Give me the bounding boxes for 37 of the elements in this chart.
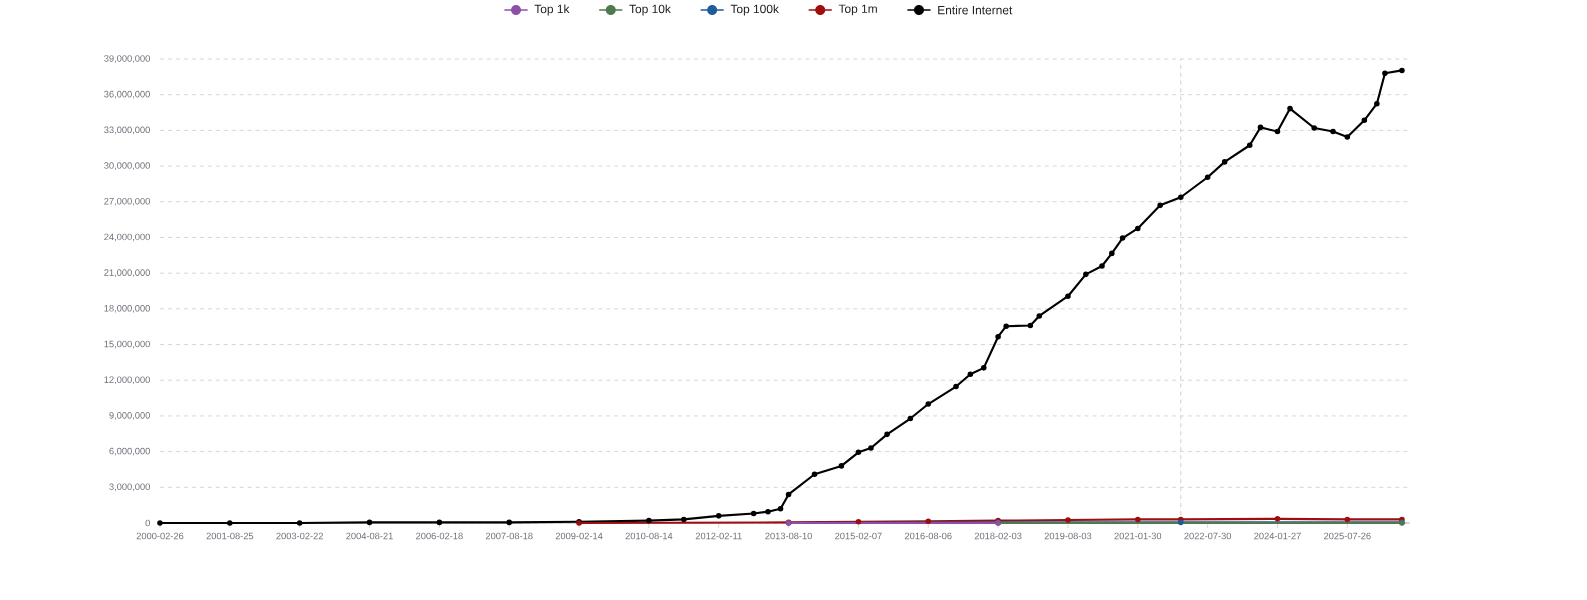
x-tick-label: 2003-02-22	[276, 532, 323, 540]
y-tick-label: 0	[145, 519, 150, 527]
y-tick-label: 3,000,000	[109, 483, 150, 492]
x-tick-label: 2018-02-03	[974, 532, 1022, 540]
x-tick-label: 2016-08-06	[904, 532, 952, 540]
y-tick-label: 9,000,000	[109, 412, 150, 420]
x-tick-label: 2019-08-03	[1044, 532, 1092, 540]
y-tick-label: 30,000,000	[104, 162, 150, 170]
y-tick-label: 39,000,000	[104, 55, 150, 63]
x-tick-label: 2006-02-18	[416, 532, 463, 540]
y-tick-label: 15,000,000	[104, 340, 150, 349]
y-tick-label: 12,000,000	[104, 376, 150, 385]
x-tick-label: 2024-01-27	[1254, 532, 1301, 540]
x-tick-label: 2009-02-14	[555, 532, 603, 540]
x-tick-label: 2010-08-14	[625, 532, 673, 540]
x-tick-label: 2013-08-10	[765, 532, 812, 540]
legend-label: Entire Internet	[938, 5, 1013, 15]
y-tick-label: 24,000,000	[104, 233, 150, 242]
legend-label: Top 100k	[730, 4, 779, 16]
y-tick-label: 27,000,000	[104, 197, 150, 206]
y-tick-label: 21,000,000	[104, 269, 150, 277]
y-tick-label: 36,000,000	[104, 90, 150, 99]
y-tick-label: 6,000,000	[109, 447, 150, 456]
y-tick-label: 33,000,000	[104, 126, 150, 135]
legend-label: Top 10k	[629, 4, 671, 16]
y-tick-label: 18,000,000	[104, 305, 150, 313]
x-tick-label: 2004-08-21	[346, 532, 393, 540]
x-tick-label: 2015-02-07	[835, 532, 882, 540]
x-tick-label: 2000-02-26	[136, 532, 184, 540]
x-tick-label: 2012-02-11	[695, 532, 742, 540]
x-tick-label: 2021-01-30	[1114, 532, 1162, 540]
x-tick-label: 2022-07-30	[1184, 532, 1232, 540]
legend-label: Top 1m	[838, 4, 877, 16]
legend-label: Top 1k	[534, 4, 570, 16]
x-tick-label: 2007-08-18	[485, 532, 533, 540]
x-tick-label: 2025-07-26	[1324, 532, 1371, 540]
x-tick-label: 2001-08-25	[206, 532, 254, 540]
